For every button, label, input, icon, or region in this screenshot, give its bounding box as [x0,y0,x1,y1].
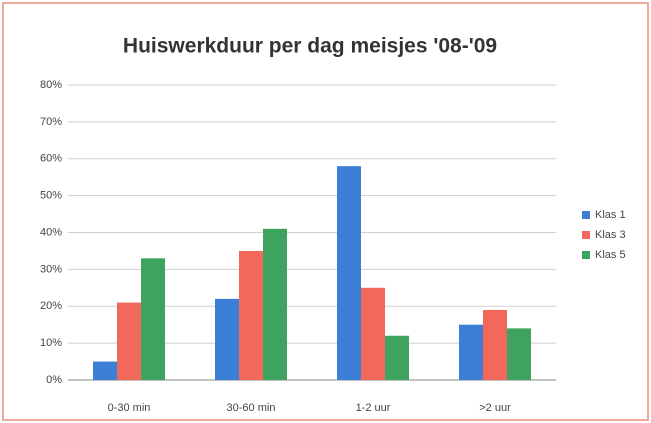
y-tick-label: 30% [40,263,62,275]
y-tick-label: 10% [40,337,62,349]
x-tick-label: 0-30 min [108,402,151,414]
x-tick-label: 1-2 uur [356,402,391,414]
y-tick-label: 80% [40,79,62,91]
y-tick-label: 70% [40,116,62,128]
legend-label: Klas 3 [595,229,626,241]
legend-label: Klas 5 [595,249,626,261]
legend-swatch [582,251,590,259]
bar [459,324,483,380]
bar [239,250,263,380]
legend-swatch [582,231,590,239]
bar [337,166,361,380]
y-tick-label: 60% [40,153,62,165]
bar [507,328,531,380]
chart-title: Huiswerkduur per dag meisjes '08-'09 [123,35,497,58]
bar [361,287,385,380]
x-tick-label: 30-60 min [227,402,276,414]
legend-label: Klas 1 [595,209,626,221]
bar [141,258,165,380]
y-tick-label: 40% [40,226,62,238]
y-tick-label: 0% [46,374,62,386]
legend-swatch [582,211,590,219]
bar [117,302,141,380]
bar [93,361,117,380]
bar [215,298,239,380]
x-tick-label: >2 uur [479,402,511,414]
bar [385,335,409,380]
bar [483,309,507,380]
y-tick-label: 50% [40,190,62,202]
bar [263,228,287,380]
y-tick-label: 20% [40,300,62,312]
